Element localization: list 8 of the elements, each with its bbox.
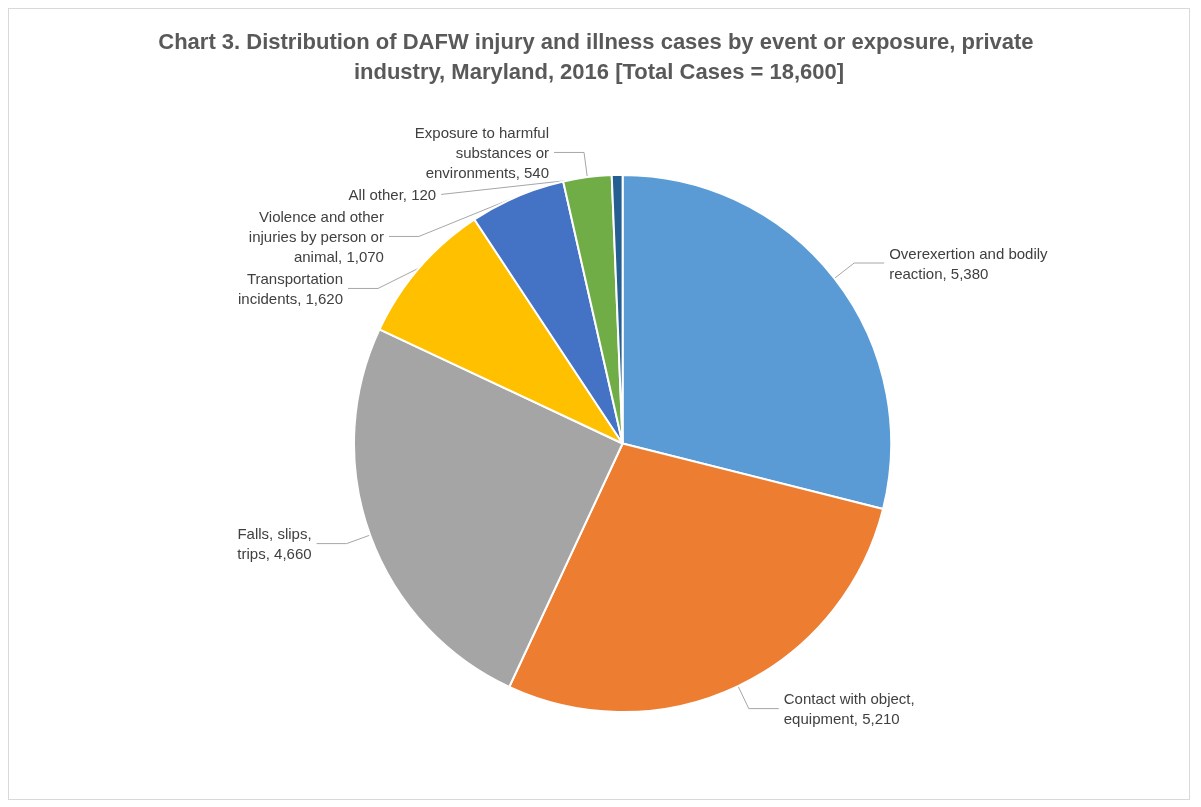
chart-title: Chart 3. Distribution of DAFW injury and illness cases by event or exposure, private industry, Maryland, 2016 [Total Cases = 18,600] [158,28,1040,84]
slice-label: Contact with object, equipment, 5,210 [783,690,915,728]
slice-label: Violence and other injuries by person or animal, 1,070 [248,207,384,265]
slice-label: Overexertion and bodily reaction, 5,380 [889,244,1049,282]
slice-label: Falls, slips, trips, 4,660 [237,525,312,563]
slice-label: All other, 120 [348,185,437,203]
slice-label: Transportation incidents, 1,620 [237,269,344,307]
slice-label: Exposure to harmful substances or environments, 540 [414,123,550,181]
